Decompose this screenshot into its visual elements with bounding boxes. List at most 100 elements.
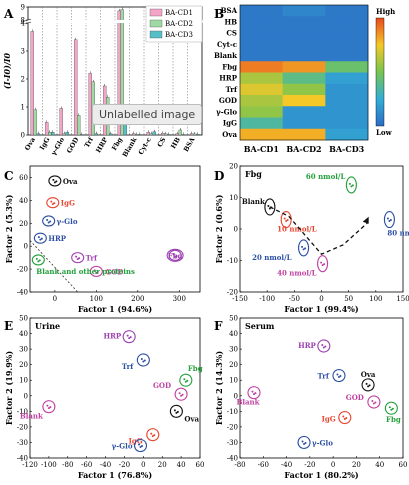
panel-b-colorbar <box>375 17 385 127</box>
panel-a-bar <box>80 134 84 136</box>
panel-a-xtick-label: Blank <box>121 136 139 159</box>
panel-e-data-point <box>150 432 153 435</box>
panel-a-ytick-label: 8 <box>21 17 25 25</box>
panel-letter-f: F <box>214 319 223 333</box>
panel-c-data-point <box>49 220 52 223</box>
panel-c-ytick-label: 0 <box>24 243 28 251</box>
panel-d-data-point <box>283 217 286 220</box>
panel-d-data-point <box>388 220 391 223</box>
panel-e-group-label: Trf <box>122 362 134 371</box>
panel-b-cell <box>282 72 326 85</box>
panel-b-cell <box>325 117 369 130</box>
panel-e-group-ellipse <box>122 330 136 344</box>
panel-b-cell <box>240 27 283 40</box>
panel-b-cell <box>325 128 369 141</box>
panel-f-ytick-label: -10 <box>227 408 238 416</box>
panel-f-ytick-label: 50 <box>229 315 238 323</box>
panel-a-bar <box>175 133 179 136</box>
panel-a-ytick-label: 4 <box>21 20 26 28</box>
panel-c-group-label: HRP <box>48 234 66 243</box>
panel-e-data-point <box>128 337 131 340</box>
panel-e-data-point <box>139 446 142 449</box>
panel-a-bar <box>45 122 49 136</box>
panel-b-row-label: HRP <box>219 74 237 83</box>
panel-e-group-label: Ova <box>184 414 199 423</box>
panel-e-data-point <box>178 392 181 395</box>
panel-f-data-point <box>336 373 339 376</box>
panel-a-xtick-label: Trf <box>83 135 96 149</box>
panel-e-xtick-label: -80 <box>62 461 73 469</box>
panel-a-bar <box>178 129 182 136</box>
panel-f-data-point <box>301 440 304 443</box>
panel-e-data-point <box>153 434 156 437</box>
panel-d-group-label: 10 nmol/L <box>277 225 317 234</box>
panel-a-legend-swatch <box>149 8 163 17</box>
panel-e-xlabel: Factor 1 (76.8%) <box>78 470 153 480</box>
panel-a-xtick-label: γ-Glo <box>49 135 66 156</box>
panel-f-group-label: Blank <box>236 398 259 407</box>
panel-d-ytick-label: 10 <box>229 194 238 202</box>
panel-b-row-label: HB <box>224 17 237 26</box>
panel-e-xtick-label: -20 <box>119 461 130 469</box>
panel-a-legend-label: BA-CD1 <box>165 9 193 17</box>
panel-d-xtick-label: 0 <box>319 295 323 303</box>
panel-a-bar <box>190 133 194 136</box>
panel-e-data-point <box>47 407 50 410</box>
panel-c-data-point <box>96 270 99 273</box>
panel-b-row-label: γ-Glo <box>216 107 237 116</box>
panel-a-legend-swatch <box>149 19 163 28</box>
panel-c-group-label: Blank and other proteins <box>36 267 135 276</box>
panel-c-data-point <box>95 271 98 274</box>
panel-f-data-point <box>372 402 375 405</box>
panel-f-data-point <box>337 376 340 379</box>
panel-c-xtick-label: 100 <box>90 295 103 303</box>
panel-a-bar <box>164 133 168 136</box>
panel-c-group-ellipse <box>42 215 56 227</box>
panel-d-ytick-label: -10 <box>227 257 238 265</box>
panel-f-data-point <box>303 442 306 445</box>
panel-letter-a: A <box>3 7 14 21</box>
panel-f-data-point <box>324 345 327 348</box>
panel-f-ytick-label: 10 <box>229 377 238 385</box>
panel-e-data-point <box>46 404 49 407</box>
panel-e-ylabel: Factor 2 (19.9%) <box>4 351 14 426</box>
panel-e-data-point <box>129 336 132 339</box>
panel-b-col-label: BA-CD2 <box>286 144 321 154</box>
panel-f-data-point <box>368 384 371 387</box>
panel-d-data-point <box>321 264 324 267</box>
panel-b-cell <box>282 61 326 73</box>
panel-a-bar <box>109 133 113 136</box>
panel-e-data-point <box>126 334 129 337</box>
panel-b-cell <box>240 5 283 17</box>
panel-d-ytick-label: 20 <box>229 163 238 171</box>
panel-c-ylabel: Factor 2 (5.3%) <box>4 194 14 263</box>
panel-e-data-point <box>175 411 178 414</box>
panel-b-cell <box>282 5 326 17</box>
panel-a-bar <box>74 39 78 136</box>
panel-e-data-point <box>142 360 145 363</box>
panel-b-cell <box>325 61 369 73</box>
panel-e-xtick-label: 40 <box>177 461 186 469</box>
panel-c-data-point <box>52 178 55 181</box>
panel-b-cell <box>240 16 283 28</box>
panel-e-annotation: Urine <box>35 321 60 331</box>
panel-b-cell <box>282 95 326 107</box>
panel-c-data-point <box>51 203 54 206</box>
panel-e-data-point <box>176 410 179 413</box>
panel-a-axis-break <box>24 20 206 23</box>
panel-f-group-label: HRP <box>298 341 316 350</box>
panel-d-frame <box>239 165 404 293</box>
panel-c-data-point <box>172 253 175 256</box>
panel-d-ytick-label: 0 <box>234 226 238 234</box>
panel-a-bar <box>152 131 156 136</box>
panel-a-ytick-label: 9 <box>21 4 25 12</box>
panel-a-xtick-label: Fbg <box>110 136 124 152</box>
panel-d-data-point <box>323 263 326 266</box>
panel-b-colorbar-high: High <box>376 7 395 16</box>
panel-b-cell <box>240 50 283 62</box>
panel-e-group-ellipse <box>136 353 150 367</box>
panel-f-group-ellipse <box>297 435 311 449</box>
panel-f-data-point <box>252 393 255 396</box>
panel-c-data-point <box>75 255 78 258</box>
panel-a-xtick-label: Cyt-c <box>137 136 153 156</box>
